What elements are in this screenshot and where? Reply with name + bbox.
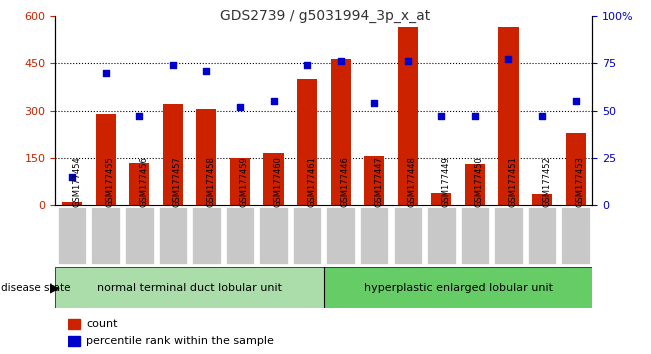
Bar bbox=[465, 164, 485, 205]
Bar bbox=[293, 206, 322, 264]
Bar bbox=[427, 206, 456, 264]
Point bbox=[235, 104, 245, 110]
Bar bbox=[393, 206, 422, 264]
Point bbox=[67, 174, 77, 180]
Bar bbox=[68, 336, 79, 346]
Point bbox=[470, 114, 480, 119]
Text: GSM177456: GSM177456 bbox=[139, 156, 148, 206]
Bar bbox=[364, 156, 384, 205]
Bar bbox=[58, 206, 87, 264]
Text: disease state: disease state bbox=[1, 282, 70, 293]
Bar bbox=[528, 206, 557, 264]
Bar bbox=[230, 158, 250, 205]
Text: GDS2739 / g5031994_3p_x_at: GDS2739 / g5031994_3p_x_at bbox=[221, 9, 430, 23]
Bar bbox=[494, 206, 523, 264]
Bar bbox=[163, 104, 183, 205]
Bar bbox=[96, 114, 116, 205]
Point bbox=[537, 114, 547, 119]
Point bbox=[201, 68, 212, 74]
Bar bbox=[297, 79, 317, 205]
Text: GSM177459: GSM177459 bbox=[240, 156, 249, 206]
Bar bbox=[561, 206, 590, 264]
Text: GSM177460: GSM177460 bbox=[273, 156, 283, 206]
Text: GSM177455: GSM177455 bbox=[105, 156, 115, 206]
Bar bbox=[91, 206, 120, 264]
Bar bbox=[461, 206, 489, 264]
Bar bbox=[159, 206, 187, 264]
Text: GSM177457: GSM177457 bbox=[173, 156, 182, 206]
Text: hyperplastic enlarged lobular unit: hyperplastic enlarged lobular unit bbox=[364, 282, 553, 293]
Point bbox=[369, 100, 380, 106]
Bar bbox=[360, 206, 389, 264]
Text: GSM177451: GSM177451 bbox=[508, 156, 518, 206]
Text: percentile rank within the sample: percentile rank within the sample bbox=[86, 336, 274, 346]
Point bbox=[570, 98, 581, 104]
Text: GSM177454: GSM177454 bbox=[72, 156, 81, 206]
Bar bbox=[532, 194, 552, 205]
Bar bbox=[62, 202, 82, 205]
Bar bbox=[264, 153, 284, 205]
Text: GSM177458: GSM177458 bbox=[206, 156, 215, 206]
Bar bbox=[125, 206, 154, 264]
Text: GSM177452: GSM177452 bbox=[542, 156, 551, 206]
Bar bbox=[192, 206, 221, 264]
Point bbox=[167, 62, 178, 68]
Text: GSM177453: GSM177453 bbox=[575, 156, 585, 206]
Point bbox=[402, 58, 413, 64]
Text: GSM177446: GSM177446 bbox=[340, 156, 350, 206]
Bar bbox=[226, 206, 255, 264]
Point bbox=[436, 114, 447, 119]
Point bbox=[100, 70, 111, 76]
Bar bbox=[331, 58, 351, 205]
Bar bbox=[197, 109, 216, 205]
Bar bbox=[259, 206, 288, 264]
Point bbox=[134, 114, 145, 119]
Point bbox=[335, 58, 346, 64]
Bar bbox=[499, 27, 519, 205]
Text: normal terminal duct lobular unit: normal terminal duct lobular unit bbox=[97, 282, 282, 293]
Text: GSM177447: GSM177447 bbox=[374, 156, 383, 206]
Bar bbox=[566, 133, 586, 205]
Bar bbox=[326, 206, 355, 264]
Point bbox=[503, 57, 514, 62]
Point bbox=[302, 62, 312, 68]
Text: GSM177448: GSM177448 bbox=[408, 156, 417, 206]
Text: GSM177461: GSM177461 bbox=[307, 156, 316, 206]
Text: GSM177450: GSM177450 bbox=[475, 156, 484, 206]
Bar bbox=[324, 267, 592, 308]
Text: count: count bbox=[86, 319, 118, 330]
Bar bbox=[398, 27, 418, 205]
Bar bbox=[129, 163, 149, 205]
Text: GSM177449: GSM177449 bbox=[441, 156, 450, 206]
Bar bbox=[55, 267, 324, 308]
Bar bbox=[68, 319, 79, 329]
Bar bbox=[431, 193, 451, 205]
Point bbox=[268, 98, 279, 104]
Text: ▶: ▶ bbox=[49, 281, 59, 294]
